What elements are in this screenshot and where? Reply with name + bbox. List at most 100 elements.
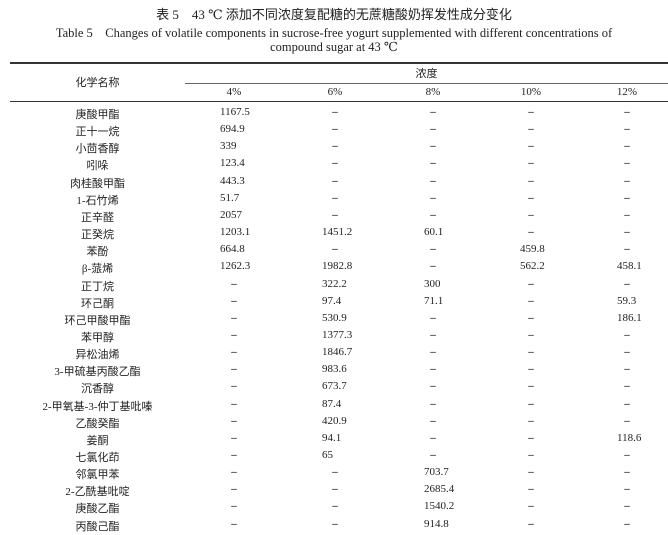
value-cell: 1203.1 [220,226,251,239]
value-cell: 530.9 [322,311,347,324]
value-cell: 97.4 [322,294,342,307]
table-row: 邻氯甲苯 – – 703.7 – – [0,466,668,483]
value-cell: – [624,243,630,256]
compound-name: 姜酮 [86,434,109,447]
value-cell: – [231,346,237,359]
value-cell: – [231,449,237,461]
compound-name: 七氯化茚 [75,452,120,464]
value-cell: – [231,414,237,427]
value-cell: – [624,157,630,170]
value-cell: – [624,208,630,221]
value-cell: 1540.2 [424,500,455,513]
value-cell: 87.4 [322,397,342,410]
compound-name: β-蒎烯 [81,263,114,276]
table-row: 异松油烯 – 1846.7 – – – [0,346,668,363]
value-cell: 71.1 [424,294,444,307]
value-cell: – [430,380,436,393]
table-row: 姜酮 – 94.1 – – 118.6 [0,432,668,449]
value-cell: – [231,466,237,479]
value-cell: – [430,260,436,273]
compound-name: 2-乙酰基吡啶 [65,486,130,499]
compound-name: 环己甲酸甲酯 [64,314,131,327]
value-cell: – [231,380,237,393]
value-cell: – [624,483,630,496]
table-row: 沉香醇 – 673.7 – – – [0,380,668,397]
table-row: 丙酸己酯 – – 914.8 – – [0,518,668,535]
compound-name: 小茴香醇 [75,143,120,156]
value-cell: – [231,311,237,324]
value-cell: 123.4 [220,157,245,170]
table-row: 正癸烷 1203.1 1451.2 60.1 – – [0,226,668,243]
value-cell: – [528,140,534,153]
table-row: 3-甲硫基丙酸乙酯 – 983.6 – – – [0,363,668,380]
compound-name: 3-甲硫基丙酸乙酯 [54,366,141,379]
table-row: 正丁烷 – 322.2 300 – – [0,278,668,295]
value-cell: – [430,414,436,427]
value-cell: 60.1 [424,226,444,239]
value-cell: 914.8 [424,517,449,530]
value-cell: – [231,397,237,410]
value-cell: – [528,191,534,204]
table-row: 2-甲氧基-3-仲丁基吡嗪 – 87.4 – – – [0,398,668,415]
compound-name: 庚酸乙酯 [75,503,120,516]
value-cell: – [430,191,436,204]
compound-name: 正丁烷 [81,280,114,293]
value-cell: 458.1 [617,260,642,273]
value-cell: – [528,346,534,359]
table-row: 苯酚 664.8 – – 459.8 – [0,243,668,260]
table-row: 环己酮 – 97.4 71.1 – 59.3 [0,295,668,312]
compound-name: 邻氯甲苯 [75,469,120,482]
compound-name: 苯甲醇 [81,331,114,344]
value-cell: – [624,414,630,427]
value-cell: – [430,208,436,221]
value-cell: 1451.2 [322,226,353,239]
table-row: 庚酸甲酯 1167.5 – – – – [0,106,668,123]
value-cell: – [430,397,436,410]
value-cell: – [624,500,630,513]
compound-name: 异松油烯 [75,349,120,362]
compound-name: 正癸烷 [81,229,114,242]
value-cell: 1377.3 [322,328,353,341]
value-cell: – [624,397,630,410]
header-rule [10,101,668,102]
value-cell: 65 [322,449,333,461]
table-row: 七氯化茚 – 65 – – – [0,449,668,466]
value-cell: – [231,517,237,530]
value-cell: – [624,123,630,136]
compound-name: 环己酮 [81,297,114,310]
value-cell: – [231,277,237,290]
value-cell: – [332,174,338,187]
value-cell: 673.7 [322,380,347,393]
value-cell: 664.8 [220,243,245,256]
value-cell: – [430,311,436,324]
value-cell: 420.9 [322,414,347,427]
value-cell: – [231,431,237,444]
value-cell: 339 [220,140,237,153]
value-cell: – [528,328,534,341]
value-cell: – [624,277,630,290]
value-cell: – [430,363,436,376]
value-cell: – [528,363,534,376]
compound-name: 乙酸癸酯 [75,417,120,430]
value-cell: – [332,140,338,153]
sub-header-rule [185,83,668,84]
value-cell: – [528,397,534,410]
value-cell: – [624,140,630,153]
value-cell: – [332,157,338,170]
value-cell: – [332,243,338,256]
value-cell: 322.2 [322,277,347,290]
value-cell: – [624,106,630,118]
value-cell: – [430,346,436,359]
compound-name: 庚酸甲酯 [75,109,120,121]
column-header: 4% [226,86,242,98]
table-title-en: Table 5 Changes of volatile components i… [55,26,613,40]
value-cell: – [528,174,534,187]
value-cell: – [231,500,237,513]
value-cell: – [231,483,237,496]
value-cell: – [528,123,534,136]
table-row: 正十一烷 694.9 – – – – [0,123,668,140]
value-cell: 1982.8 [322,260,353,273]
value-cell: 300 [424,277,441,290]
value-cell: 562.2 [520,260,545,273]
table-row: 正辛醛 2057 – – – – [0,209,668,226]
